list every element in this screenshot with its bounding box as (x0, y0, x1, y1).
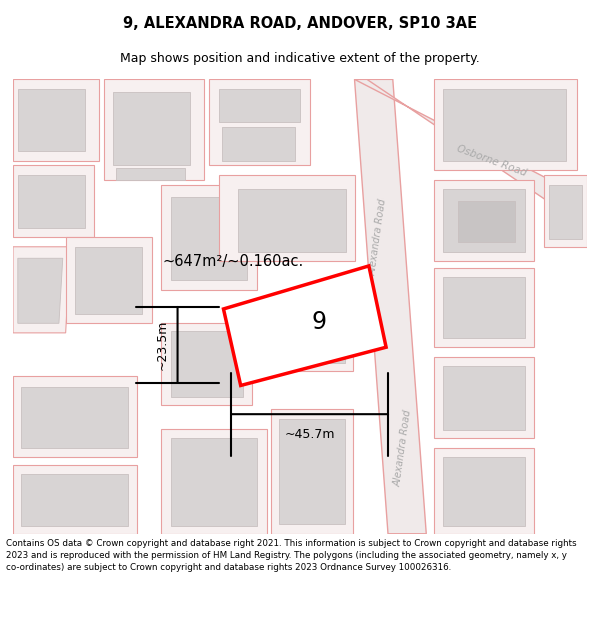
Polygon shape (209, 79, 310, 166)
Polygon shape (443, 366, 525, 431)
Polygon shape (238, 189, 346, 251)
Polygon shape (18, 89, 85, 151)
Polygon shape (271, 294, 353, 371)
Polygon shape (223, 266, 386, 386)
Text: Alexandra Road: Alexandra Road (368, 198, 389, 276)
Text: Osborne Road: Osborne Road (455, 143, 527, 178)
Text: ~45.7m: ~45.7m (284, 428, 335, 441)
Polygon shape (443, 89, 566, 161)
Polygon shape (443, 189, 525, 251)
Polygon shape (271, 409, 353, 534)
Polygon shape (18, 175, 85, 228)
Polygon shape (434, 357, 535, 438)
Polygon shape (13, 376, 137, 458)
Polygon shape (20, 474, 128, 526)
Polygon shape (161, 429, 266, 534)
Text: ~23.5m: ~23.5m (156, 319, 169, 370)
Text: ~647m²/~0.160ac.: ~647m²/~0.160ac. (163, 254, 304, 269)
Text: Alexandra Road: Alexandra Road (393, 409, 413, 487)
Polygon shape (171, 197, 247, 280)
Polygon shape (434, 79, 577, 170)
Polygon shape (544, 175, 587, 247)
Polygon shape (549, 184, 582, 239)
Polygon shape (434, 268, 535, 348)
Text: 9, ALEXANDRA ROAD, ANDOVER, SP10 3AE: 9, ALEXANDRA ROAD, ANDOVER, SP10 3AE (123, 16, 477, 31)
Polygon shape (116, 168, 185, 180)
Polygon shape (171, 331, 242, 397)
Polygon shape (434, 448, 535, 534)
Polygon shape (355, 79, 426, 534)
Polygon shape (443, 278, 525, 338)
Polygon shape (221, 127, 295, 161)
Polygon shape (18, 258, 63, 323)
Text: Map shows position and indicative extent of the property.: Map shows position and indicative extent… (120, 52, 480, 64)
Polygon shape (13, 79, 99, 161)
Polygon shape (65, 238, 152, 323)
Polygon shape (20, 388, 128, 448)
Text: 9: 9 (311, 310, 326, 334)
Polygon shape (113, 92, 190, 166)
Text: Contains OS data © Crown copyright and database right 2021. This information is : Contains OS data © Crown copyright and d… (6, 539, 577, 572)
Polygon shape (218, 175, 355, 261)
Polygon shape (355, 79, 587, 228)
Polygon shape (75, 247, 142, 314)
Polygon shape (458, 201, 515, 242)
Polygon shape (434, 180, 535, 261)
Polygon shape (218, 89, 300, 122)
Polygon shape (161, 184, 257, 290)
Polygon shape (13, 465, 137, 534)
Polygon shape (279, 302, 345, 364)
Polygon shape (13, 247, 70, 333)
Polygon shape (13, 166, 94, 238)
Polygon shape (161, 323, 252, 404)
Polygon shape (104, 79, 205, 180)
Polygon shape (279, 419, 345, 524)
Polygon shape (443, 458, 525, 526)
Polygon shape (171, 438, 257, 526)
